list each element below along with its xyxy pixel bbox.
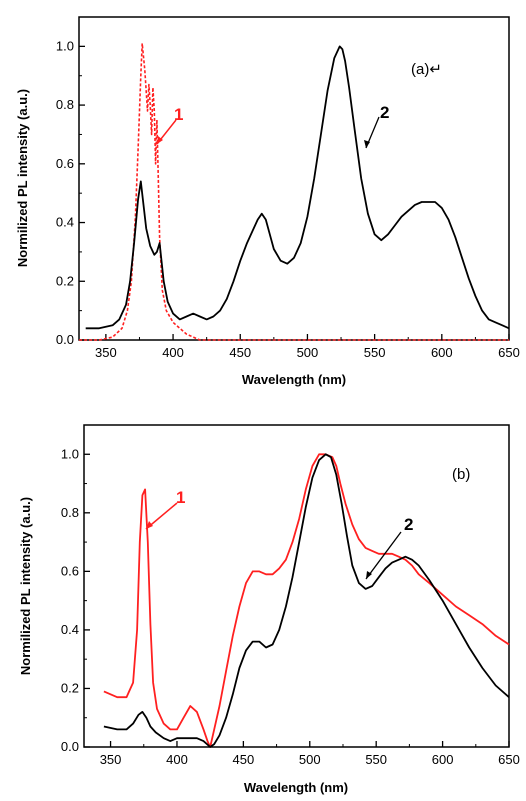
plot-frame-a — [78, 16, 510, 341]
y-tick-label: 0.6 — [56, 156, 74, 171]
y-tick-label: 0.4 — [56, 215, 74, 230]
plot-frame-b — [83, 424, 510, 748]
x-tick-label: 600 — [431, 345, 453, 360]
panel-label-a: (a)↵ — [411, 61, 442, 78]
x-axis-ticks-b: 350 400 450 500 550 600 650 — [100, 741, 520, 767]
y-tick-label: 0.8 — [56, 97, 74, 112]
x-tick-label: 350 — [95, 345, 117, 360]
annotation-arrowhead-2-b — [366, 571, 372, 579]
x-tick-label: 500 — [299, 752, 321, 767]
chart-panel-a: 350 400 450 500 550 600 650 0.0 0.2 0.4 0.6 0.8 1.0… — [15, 16, 520, 387]
x-tick-label: 450 — [229, 345, 251, 360]
x-tick-label: 650 — [498, 752, 520, 767]
annotation-label-2-b: 2 — [404, 515, 413, 534]
y-tick-label: 1.0 — [56, 38, 74, 53]
annotation-arrowhead-2-a — [364, 140, 370, 148]
y-tick-label: 0.2 — [56, 273, 74, 288]
x-tick-label: 400 — [166, 752, 188, 767]
annotation-label-1-b: 1 — [176, 488, 185, 507]
x-tick-label: 400 — [162, 345, 184, 360]
series-group-a — [79, 42, 510, 341]
y-axis-title-a: Normilized PL intensity (a.u.) — [15, 89, 30, 267]
y-axis-title-b: Normilized PL intensity (a.u.) — [18, 497, 33, 675]
y-tick-label: 0.0 — [61, 739, 79, 754]
y-tick-label: 0.2 — [61, 680, 79, 695]
annotation-label-1-a: 1 — [174, 105, 183, 124]
x-axis-title-a: Wavelength (nm) — [242, 372, 346, 387]
series-group-b — [103, 453, 510, 748]
y-tick-label: 0.6 — [61, 563, 79, 578]
x-axis-title-b: Wavelength (nm) — [244, 780, 348, 795]
x-tick-label: 650 — [498, 345, 520, 360]
y-axis-ticks-b: 0.0 0.2 0.4 0.6 0.8 1.0 — [61, 424, 90, 754]
y-axis-ticks-a: 0.0 0.2 0.4 0.6 0.8 1.0 — [56, 16, 85, 347]
series-line-2-a — [85, 45, 510, 330]
chart-panel-b: 350 400 450 500 550 600 650 0.0 0.2 0.4 0.6 0.8 1.0… — [18, 424, 520, 795]
x-tick-label: 500 — [297, 345, 319, 360]
panel-label-b: (b) — [452, 466, 470, 483]
annotation-arrowhead-1-b — [146, 521, 153, 529]
x-axis-ticks-a: 350 400 450 500 550 600 650 — [95, 334, 520, 360]
x-tick-label: 600 — [432, 752, 454, 767]
series-line-2-b — [103, 453, 510, 748]
series-line-1-a — [79, 42, 509, 341]
series-line-1-b — [103, 453, 510, 748]
annotation-label-2-a: 2 — [380, 103, 389, 122]
y-tick-label: 0.4 — [61, 622, 79, 637]
x-tick-label: 450 — [233, 752, 255, 767]
x-tick-label: 350 — [100, 752, 122, 767]
annotation-pointer-2-b — [365, 531, 402, 580]
y-tick-label: 0.0 — [56, 332, 74, 347]
y-tick-label: 0.8 — [61, 505, 79, 520]
x-tick-label: 550 — [365, 752, 387, 767]
y-tick-label: 1.0 — [61, 446, 79, 461]
x-tick-label: 550 — [364, 345, 386, 360]
annotation-arrowhead-1-a — [157, 136, 163, 144]
